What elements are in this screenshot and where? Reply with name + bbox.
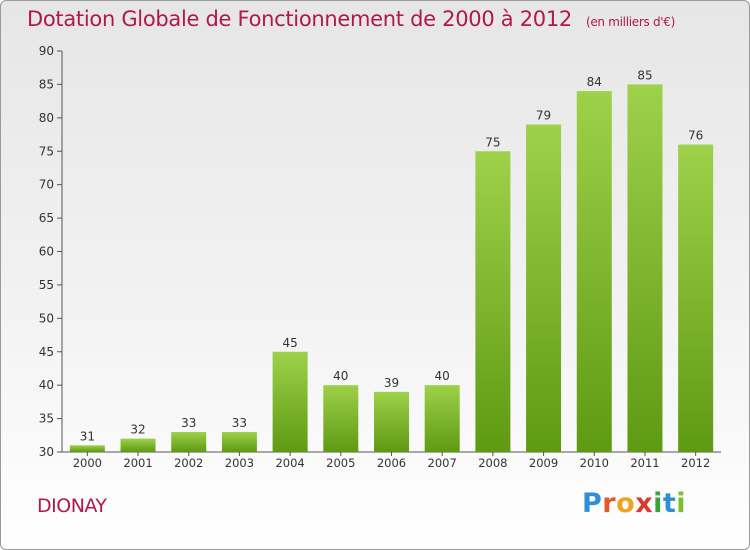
x-tick-label: 2002 — [174, 456, 203, 470]
y-tick-label: 30 — [39, 445, 54, 459]
logo-letter: i — [653, 488, 663, 519]
logo-letter: o — [616, 488, 636, 519]
x-tick-label: 2003 — [225, 456, 254, 470]
chart-title: Dotation Globale de Fonctionnement de 20… — [27, 7, 572, 31]
y-tick-label: 35 — [39, 412, 54, 426]
y-tick-label: 65 — [39, 211, 54, 225]
x-tick-label: 2000 — [73, 456, 102, 470]
bar — [120, 438, 156, 452]
y-tick-label: 70 — [39, 178, 54, 192]
bar-value-label: 45 — [282, 336, 297, 350]
x-tick-label: 2009 — [529, 456, 558, 470]
bar-value-label: 31 — [80, 429, 95, 443]
y-tick-label: 60 — [39, 245, 54, 259]
commune-name: DIONAY — [37, 495, 107, 517]
bar-value-label: 76 — [688, 129, 703, 143]
logo-letter: x — [635, 488, 654, 519]
x-tick-label: 2001 — [123, 456, 152, 470]
bar — [678, 144, 714, 453]
y-tick-label: 85 — [39, 77, 54, 91]
logo-letter: r — [602, 488, 617, 519]
logo-letter: i — [676, 488, 687, 519]
x-tick-label: 2006 — [377, 456, 406, 470]
bar-value-label: 85 — [637, 68, 652, 82]
bar-value-label: 40 — [333, 369, 348, 383]
bar — [475, 151, 511, 452]
x-tick-label: 2005 — [326, 456, 355, 470]
bar — [69, 445, 105, 452]
bar-value-label: 32 — [130, 423, 145, 437]
y-tick-label: 90 — [39, 44, 54, 58]
x-tick-label: 2010 — [580, 456, 609, 470]
proxiti-logo: Proxiti — [582, 488, 686, 519]
bar — [221, 431, 257, 452]
x-tick-label: 2008 — [478, 456, 507, 470]
chart-title-line: Dotation Globale de Fonctionnement de 20… — [27, 7, 675, 31]
bar-value-label: 79 — [536, 109, 551, 123]
x-tick-label: 2011 — [630, 456, 659, 470]
y-tick-label: 40 — [39, 378, 54, 392]
y-tick-label: 55 — [39, 278, 54, 292]
y-tick-label: 75 — [39, 144, 54, 158]
x-tick-label: 2007 — [428, 456, 457, 470]
bar — [424, 385, 460, 452]
bar-value-label: 40 — [435, 369, 450, 383]
bar — [323, 385, 359, 452]
logo-letter: t — [662, 488, 677, 519]
x-tick-label: 2012 — [681, 456, 710, 470]
bar — [171, 431, 207, 452]
y-tick-label: 80 — [39, 111, 54, 125]
bar — [627, 84, 663, 453]
chart-subtitle: (en milliers d'€) — [585, 15, 675, 29]
bar-value-label: 84 — [587, 75, 602, 89]
bar-value-label: 33 — [232, 416, 247, 430]
logo-letter: P — [582, 488, 603, 519]
x-tick-label: 2004 — [275, 456, 304, 470]
bar-value-label: 75 — [485, 135, 500, 149]
y-tick-label: 50 — [39, 311, 54, 325]
bar-value-label: 33 — [181, 416, 196, 430]
bar-value-label: 39 — [384, 376, 399, 390]
bar — [272, 351, 308, 452]
bar — [374, 391, 409, 452]
bar — [526, 124, 562, 453]
y-tick-label: 45 — [39, 345, 54, 359]
bar — [576, 91, 612, 452]
